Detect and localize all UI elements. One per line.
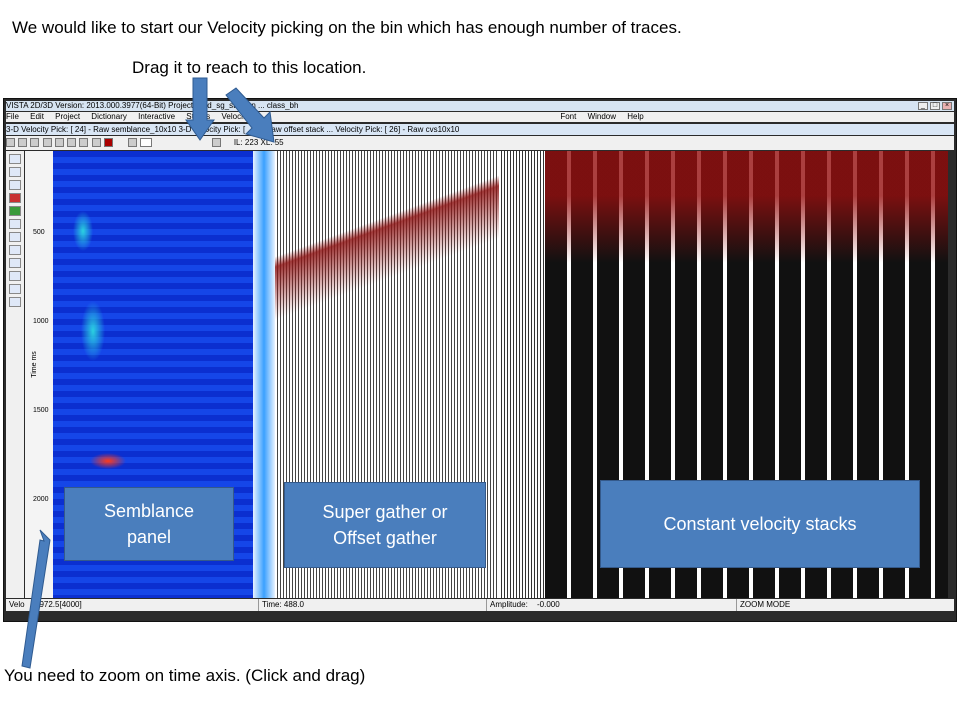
callout-gather-text: Super gather or Offset gather	[322, 501, 448, 548]
menu-window[interactable]: Window	[587, 112, 617, 121]
save-icon[interactable]	[18, 138, 28, 147]
subwindow-title: 3-D Velocity Pick: [ 24] - Raw semblance…	[6, 125, 460, 134]
bin-slider-handle[interactable]	[140, 138, 153, 147]
tool-3-icon[interactable]	[9, 180, 21, 190]
window-titlebar: VISTA 2D/3D Version: 2013.000.3977(64-Bi…	[6, 101, 954, 111]
open-icon[interactable]	[6, 138, 15, 147]
down-arrow-icon	[185, 77, 215, 141]
time-tick-2000: 2000	[33, 496, 49, 503]
callout-cvs: Constant velocity stacks	[600, 480, 920, 568]
caption-top: We would like to start our Velocity pick…	[12, 18, 682, 37]
time-tick-1500: 1500	[33, 407, 49, 414]
status-velocity-label: Velo	[9, 600, 25, 609]
tool-6-icon[interactable]	[9, 219, 21, 229]
tool-9-icon[interactable]	[9, 258, 21, 268]
velocity-icon[interactable]	[42, 138, 52, 147]
time-axis[interactable]: 500 1000 1500 2000 Time ms	[25, 151, 53, 598]
menu-velocity[interactable]: Velocity	[221, 112, 250, 121]
status-velocity-value: 3972.5[4000]	[35, 600, 82, 609]
tool-7-icon[interactable]	[9, 232, 21, 242]
tool-8-icon[interactable]	[9, 245, 21, 255]
callout-cvs-text: Constant velocity stacks	[663, 513, 857, 534]
tool-2-icon[interactable]	[9, 167, 21, 177]
settings-icon[interactable]	[91, 138, 101, 147]
stack-panel[interactable]	[499, 151, 545, 598]
menu-interactive[interactable]: Interactive	[138, 112, 176, 121]
status-amplitude-value: -0.000	[537, 600, 560, 609]
up-arrow-icon	[21, 529, 51, 669]
time-tick-1000: 1000	[33, 318, 49, 325]
pick-icon[interactable]	[54, 138, 64, 147]
color-icon[interactable]	[79, 138, 89, 147]
tool-1-icon[interactable]	[9, 154, 21, 164]
menu-font[interactable]: Font	[560, 112, 577, 121]
minimize-icon[interactable]: _	[918, 102, 928, 110]
maximize-icon[interactable]: □	[930, 102, 940, 110]
caption-drag: Drag it to reach to this location.	[132, 58, 367, 77]
menu-edit[interactable]: Edit	[30, 112, 44, 121]
window-title: VISTA 2D/3D Version: 2013.000.3977(64-Bi…	[6, 101, 299, 110]
status-amplitude-label: Amplitude:	[486, 599, 528, 611]
status-bar: Velo 3972.5[4000] Time: 488.0 Amplitude:…	[6, 599, 954, 611]
stop-icon[interactable]	[103, 138, 113, 147]
caption-zoom: You need to zoom on time axis. (Click an…	[4, 666, 366, 685]
tool-10-icon[interactable]	[9, 271, 21, 281]
gather-header: IL: 223 XL: 55	[233, 138, 284, 147]
tool-5-icon[interactable]	[9, 206, 21, 216]
menu-file[interactable]: File	[6, 112, 19, 121]
diagonal-arrow-icon	[225, 87, 275, 143]
menu-dictionary[interactable]: Dictionary	[91, 112, 127, 121]
grid-icon[interactable]	[67, 138, 77, 147]
tool-4-icon[interactable]	[9, 193, 21, 203]
menu-help[interactable]: Help	[627, 112, 644, 121]
toolbar: IL: 223 XL: 55	[6, 136, 954, 150]
callout-gather: Super gather or Offset gather	[284, 482, 486, 568]
tool-12-icon[interactable]	[9, 297, 21, 307]
time-tick-500: 500	[33, 229, 45, 236]
bin-slider-right-arrow[interactable]	[211, 138, 221, 147]
print-icon[interactable]	[30, 138, 40, 147]
velocity-function-panel[interactable]	[253, 151, 275, 598]
side-toolbar	[6, 151, 24, 598]
callout-semblance: Semblance panel	[64, 487, 234, 561]
tool-11-icon[interactable]	[9, 284, 21, 294]
status-time: Time: 488.0	[258, 599, 304, 611]
close-icon[interactable]: ×	[942, 102, 952, 110]
status-mode: ZOOM MODE	[736, 599, 790, 611]
callout-semblance-text: Semblance panel	[103, 500, 195, 547]
bin-slider-left-arrow[interactable]	[128, 138, 138, 147]
menu-project[interactable]: Project	[55, 112, 81, 121]
subwindow-titlebar: 3-D Velocity Pick: [ 24] - Raw semblance…	[6, 124, 954, 135]
